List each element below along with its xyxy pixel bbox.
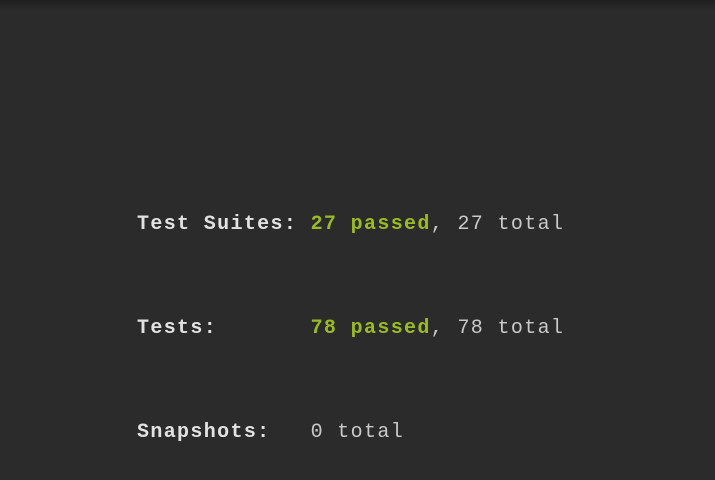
tests-label: Tests: bbox=[137, 316, 311, 340]
snapshots-total: 0 total bbox=[310, 421, 405, 445]
top-edge-shadow bbox=[0, 0, 715, 10]
tests-passed-count: 78 passed bbox=[310, 316, 431, 340]
test-suites-label: Test Suites: bbox=[137, 212, 311, 236]
snapshots-line: Snapshots: 0 total bbox=[137, 416, 564, 451]
test-suites-total: , 27 total bbox=[430, 212, 565, 236]
snapshots-label: Snapshots: bbox=[137, 421, 311, 445]
jest-summary-output: Test Suites: 27 passed, 27 total Tests: … bbox=[137, 138, 564, 480]
tests-total: , 78 total bbox=[430, 316, 565, 340]
test-suites-passed-count: 27 passed bbox=[310, 212, 431, 236]
test-suites-line: Test Suites: 27 passed, 27 total bbox=[137, 208, 564, 243]
tests-line: Tests: 78 passed, 78 total bbox=[137, 312, 564, 347]
